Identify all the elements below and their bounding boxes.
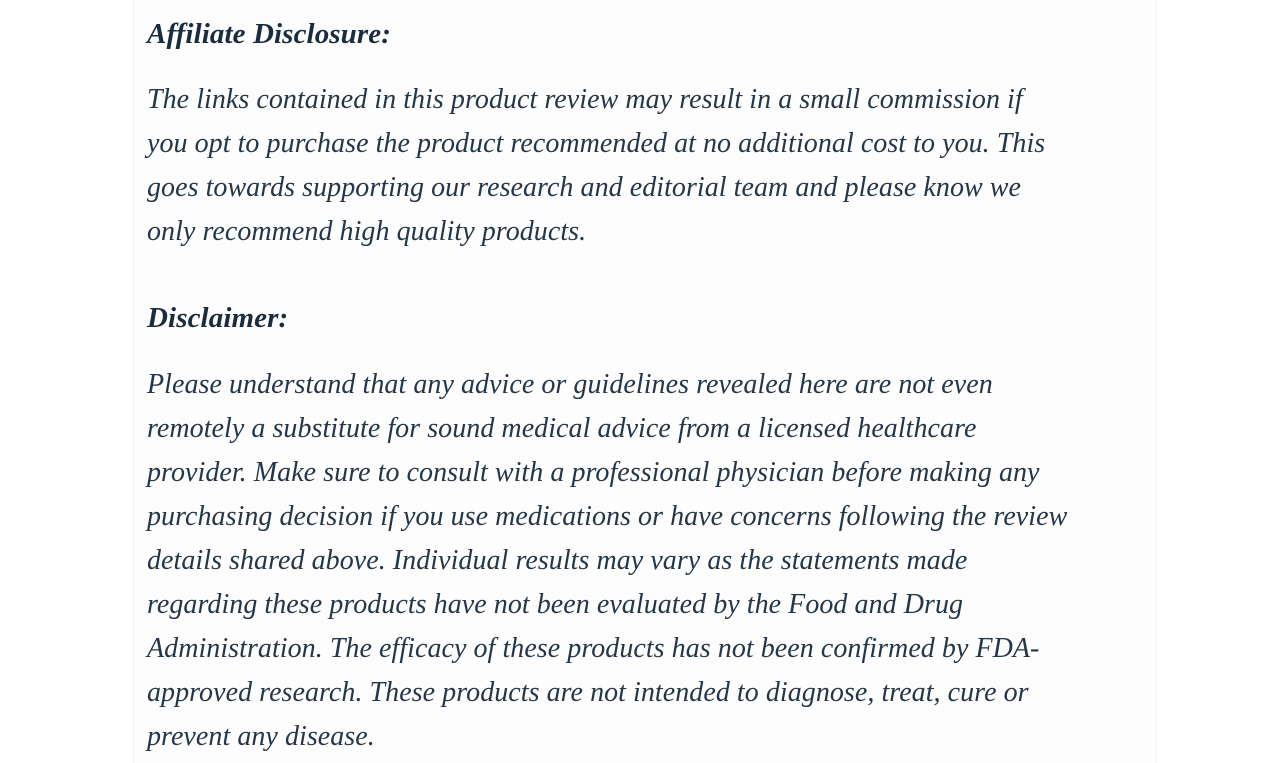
content-column-right-rule bbox=[1156, 0, 1157, 763]
text-line: The links contained in this product revi… bbox=[147, 84, 1023, 116]
text-line: you opt to purchase the product recommen… bbox=[147, 128, 1046, 160]
affiliate-disclosure-paragraph: The links contained in this product revi… bbox=[147, 78, 1155, 254]
text-line: details shared above. Individual results… bbox=[147, 544, 968, 576]
text-line: remotely a substitute for sound medical … bbox=[147, 412, 977, 444]
text-line: goes towards supporting our research and… bbox=[147, 172, 1021, 204]
text-line: purchasing decision if you use medicatio… bbox=[147, 500, 1068, 532]
disclaimer-heading: Disclaimer: bbox=[147, 302, 289, 335]
affiliate-disclosure-heading: Affiliate Disclosure: bbox=[147, 18, 392, 50]
disclaimer-paragraph: Please understand that any advice or gui… bbox=[147, 363, 1155, 759]
text-line: approved research. These products are no… bbox=[147, 676, 1029, 708]
text-line: Administration. The efficacy of these pr… bbox=[147, 632, 1040, 664]
text-line: only recommend high quality products. bbox=[147, 216, 587, 248]
content-column-left-rule bbox=[133, 0, 134, 763]
disclaimer-section: Affiliate Disclosure: The links containe… bbox=[147, 0, 1152, 759]
text-line: regarding these products have not been e… bbox=[147, 588, 964, 620]
text-line: prevent any disease. bbox=[147, 720, 375, 752]
text-line: provider. Make sure to consult with a pr… bbox=[147, 456, 1040, 488]
article-content-column: Affiliate Disclosure: The links containe… bbox=[134, 0, 1156, 763]
text-line: Please understand that any advice or gui… bbox=[147, 368, 993, 400]
